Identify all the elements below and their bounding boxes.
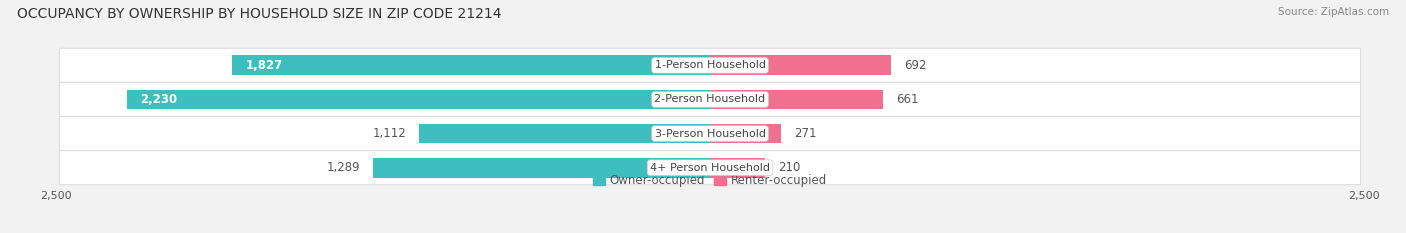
Text: 1-Person Household: 1-Person Household	[655, 60, 765, 70]
FancyBboxPatch shape	[59, 116, 1361, 151]
Bar	[127, 89, 710, 109]
Text: 692: 692	[904, 59, 927, 72]
Text: 2,230: 2,230	[141, 93, 177, 106]
Bar	[710, 55, 891, 75]
Legend: Owner-occupied, Renter-occupied: Owner-occupied, Renter-occupied	[593, 175, 827, 188]
Text: 2-Person Household: 2-Person Household	[654, 94, 766, 104]
Text: 1,289: 1,289	[326, 161, 360, 174]
Bar	[710, 124, 780, 144]
Text: Source: ZipAtlas.com: Source: ZipAtlas.com	[1278, 7, 1389, 17]
Bar	[232, 55, 710, 75]
Text: 661: 661	[896, 93, 918, 106]
Text: 3-Person Household: 3-Person Household	[655, 129, 765, 139]
Bar	[373, 158, 710, 178]
Bar	[419, 124, 710, 144]
Text: 1,827: 1,827	[245, 59, 283, 72]
Text: 271: 271	[794, 127, 817, 140]
Text: OCCUPANCY BY OWNERSHIP BY HOUSEHOLD SIZE IN ZIP CODE 21214: OCCUPANCY BY OWNERSHIP BY HOUSEHOLD SIZE…	[17, 7, 502, 21]
Text: 1,112: 1,112	[373, 127, 406, 140]
Text: 210: 210	[778, 161, 800, 174]
Bar	[710, 158, 765, 178]
FancyBboxPatch shape	[59, 82, 1361, 116]
Text: 4+ Person Household: 4+ Person Household	[650, 163, 770, 173]
FancyBboxPatch shape	[59, 48, 1361, 82]
Bar	[710, 89, 883, 109]
FancyBboxPatch shape	[59, 151, 1361, 185]
